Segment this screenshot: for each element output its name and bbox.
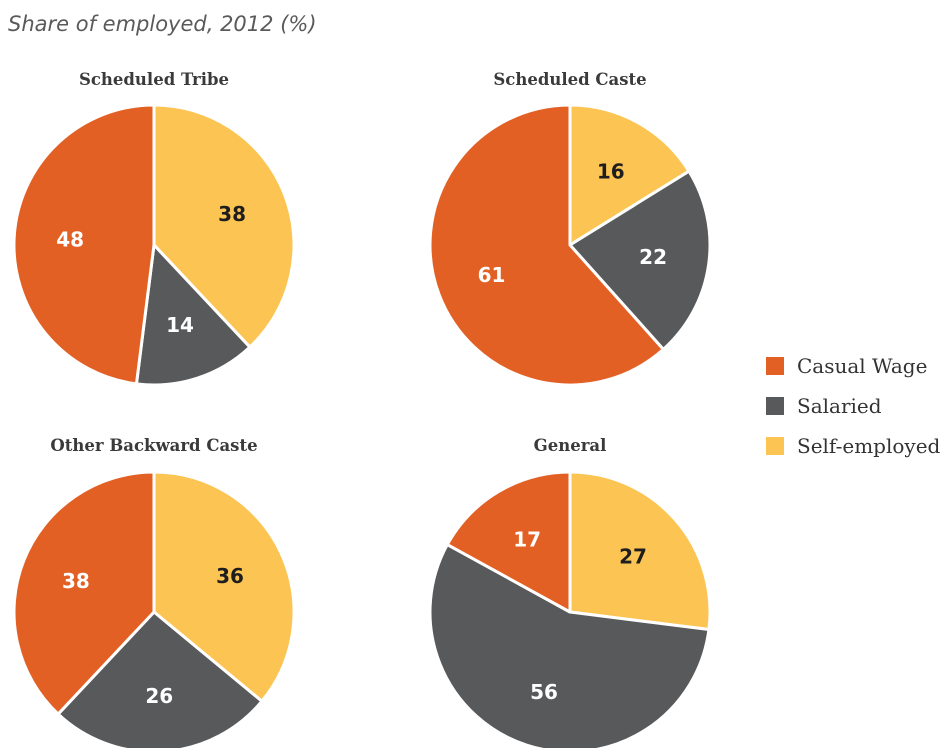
pie-title-scheduled-caste: Scheduled Caste — [493, 70, 647, 89]
pie-slice-scheduled-tribe-casual-wage — [12, 103, 156, 386]
pie-slice-general-casual-wage — [445, 470, 572, 614]
pie-slice-scheduled-tribe-self-employed — [152, 103, 296, 349]
legend-swatch-salaried — [766, 397, 784, 415]
pie-slice-general-salaried — [428, 543, 711, 748]
legend-label: Self-employed — [797, 434, 941, 458]
pie-title-general: General — [533, 436, 607, 455]
pie-label-scheduled-caste-casual-wage: 61 — [478, 263, 506, 287]
legend-swatch-self-employed — [766, 437, 784, 455]
legend: Casual Wage Salaried Self-employed — [766, 346, 940, 466]
legend-label: Salaried — [797, 394, 882, 418]
pie-slice-other-backward-caste-casual-wage — [12, 470, 156, 716]
pie-label-scheduled-tribe-self-employed: 38 — [218, 202, 246, 226]
legend-swatch-casual-wage — [766, 357, 784, 375]
pie-label-general-self-employed: 27 — [619, 544, 647, 568]
figure-title: Share of employed, 2012 (%) — [8, 12, 317, 36]
legend-item-self-employed: Self-employed — [766, 426, 940, 466]
pie-slice-scheduled-tribe-salaried — [134, 243, 252, 387]
pie-label-scheduled-tribe-salaried: 14 — [166, 313, 194, 337]
pie-label-other-backward-caste-self-employed: 36 — [216, 564, 244, 588]
pie-slice-general-self-employed — [568, 470, 712, 632]
pie-slice-other-backward-caste-salaried — [56, 610, 264, 748]
pie-label-scheduled-tribe-casual-wage: 48 — [56, 228, 84, 252]
pie-slice-scheduled-caste-casual-wage — [428, 103, 665, 387]
pie-slice-scheduled-caste-self-employed — [568, 103, 691, 247]
pie-label-other-backward-caste-salaried: 26 — [145, 684, 173, 708]
pie-slice-scheduled-caste-salaried — [568, 169, 712, 351]
pie-label-general-salaried: 56 — [530, 680, 558, 704]
legend-item-salaried: Salaried — [766, 386, 940, 426]
pie-label-other-backward-caste-casual-wage: 38 — [62, 569, 90, 593]
legend-label: Casual Wage — [797, 354, 928, 378]
pie-label-scheduled-caste-salaried: 22 — [639, 245, 667, 269]
legend-item-casual-wage: Casual Wage — [766, 346, 940, 386]
pie-slice-other-backward-caste-self-employed — [152, 470, 296, 703]
pie-label-general-casual-wage: 17 — [513, 528, 541, 552]
pie-title-other-backward-caste: Other Backward Caste — [50, 436, 258, 455]
pie-label-scheduled-caste-self-employed: 16 — [597, 160, 625, 184]
pie-title-scheduled-tribe: Scheduled Tribe — [78, 70, 230, 89]
pie-charts: 38 14 48 16 22 61 36 26 38 27 56 17 — [12, 103, 712, 748]
